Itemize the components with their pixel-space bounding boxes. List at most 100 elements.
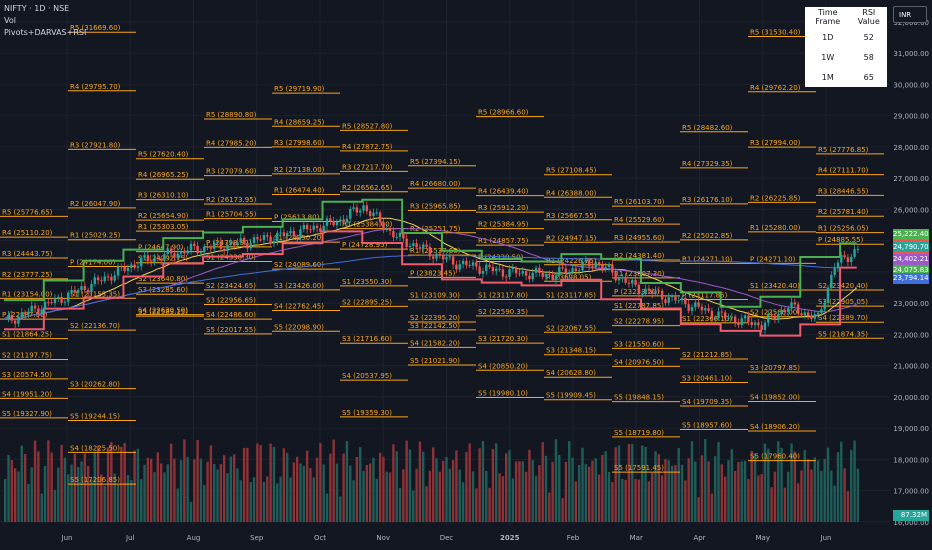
volume-bar (110, 442, 113, 522)
candle-body (455, 264, 458, 270)
candle-body (226, 244, 229, 252)
candle-body (803, 312, 806, 316)
volume-bar (57, 467, 60, 522)
volume-bar (495, 443, 498, 522)
price-axis-label: 21,000.00 (893, 363, 929, 371)
candle-body (349, 208, 352, 219)
pivot-level-label: S5 (22583.15) (138, 308, 188, 316)
candle-body (286, 233, 289, 236)
volume-bar (86, 465, 90, 522)
volume-bar (548, 492, 551, 522)
volume-bar (800, 470, 803, 522)
candle-body (40, 309, 43, 314)
pivot-level-label: P (23698.05) (546, 273, 592, 281)
volume-bar (518, 461, 521, 522)
volume-bar (700, 455, 704, 522)
candle-body (20, 312, 23, 317)
candle-body (694, 302, 697, 308)
candle-body (836, 262, 840, 268)
pivot-level-label: S4 (21582.20) (410, 339, 460, 347)
volume-bar (581, 447, 584, 522)
candle-body (850, 256, 853, 263)
volume-bar (418, 441, 422, 522)
candle-body (753, 322, 757, 326)
volume-bar (349, 465, 352, 522)
volume-bar (67, 474, 70, 522)
candle-body (17, 316, 20, 324)
pivot-level-label: R3 (25667.55) (546, 212, 597, 220)
pivot-level-label: R5 (29719.90) (274, 85, 325, 93)
volume-bar (740, 461, 743, 522)
volume-bar (196, 439, 199, 522)
candle-body (96, 277, 100, 281)
volume-bar (325, 493, 329, 522)
volume-bar (451, 459, 455, 522)
candle-body (704, 308, 707, 311)
volume-bar (641, 445, 644, 522)
candle-body (13, 320, 17, 324)
pivots-indicator-label[interactable]: Pivots+DARVAS+RSI (4, 28, 87, 37)
price-axis-label: 26,000.00 (893, 206, 929, 214)
candle-body (27, 311, 30, 315)
volume-bar (717, 441, 720, 522)
candle-body (362, 205, 365, 211)
volume-bar (680, 464, 684, 522)
volume-bar (488, 487, 491, 522)
volume-bar (395, 451, 398, 522)
candle-body (471, 262, 475, 266)
candle-body (823, 302, 826, 310)
volume-bar (43, 466, 47, 522)
currency-selector[interactable]: INR (893, 6, 927, 23)
volume-bar (183, 439, 186, 522)
volume-bar (670, 465, 674, 522)
volume-bar (524, 471, 528, 522)
pivot-level-label: R4 (27872.75) (342, 143, 393, 151)
volume-bar (186, 456, 189, 522)
candle-body (53, 297, 57, 304)
pivot-level-label: R4 (27985.20) (206, 139, 257, 147)
volume-bar (803, 450, 806, 522)
candle-body (432, 256, 435, 259)
volume-bar (372, 457, 375, 522)
candle-body (206, 246, 209, 248)
volume-bar (534, 475, 538, 522)
candle-body (458, 264, 461, 270)
pivot-level-label: R2 (27138.00) (274, 166, 325, 174)
time-axis: Jun Jul Aug Sep Oct Nov Dec 2025 Feb Mar Apr May Jun (61, 534, 832, 542)
volume-indicator-label[interactable]: Vol (4, 16, 16, 25)
pivot-level-label: R2 (25781.40) (818, 208, 869, 216)
candle-body (130, 264, 133, 268)
candle-body (468, 264, 471, 266)
volume-bar (704, 439, 707, 522)
pivot-level-label: R3 (25965.85) (410, 202, 461, 210)
volume-bar (20, 445, 23, 522)
pivot-level-label: S1 (22366.10) (682, 315, 732, 323)
candle-body (395, 236, 398, 238)
candle-body (707, 308, 710, 311)
volume-bar (806, 459, 810, 522)
pivot-level-label: R4 (26388.00) (546, 189, 597, 197)
volume-bar (664, 458, 667, 522)
volume-bar (611, 482, 614, 522)
rsi-row-value: 58 (863, 52, 874, 62)
volume-bar (209, 445, 213, 522)
volume-bar (13, 468, 17, 522)
volume-bar (538, 465, 541, 522)
pivot-level-label: R2 (26562.65) (342, 184, 393, 192)
candle-body (110, 276, 113, 281)
pivot-level-label: S3 (22142.50) (410, 322, 460, 330)
candle-body (631, 280, 634, 284)
pivot-level-label: R3 (27921.80) (70, 141, 121, 149)
candle-body (239, 238, 242, 243)
volume-bar (730, 449, 734, 522)
volume-bar (498, 473, 501, 522)
candle-body (398, 232, 402, 237)
pivot-level-label: R1 (24226.75) (546, 257, 597, 265)
volume-bar (723, 476, 727, 522)
candle-body (644, 288, 647, 294)
symbol-title[interactable]: NIFTY · 1D · NSE (4, 4, 70, 13)
volume-bar (571, 457, 574, 522)
volume-bar (239, 480, 242, 522)
volume-bar (422, 451, 425, 522)
